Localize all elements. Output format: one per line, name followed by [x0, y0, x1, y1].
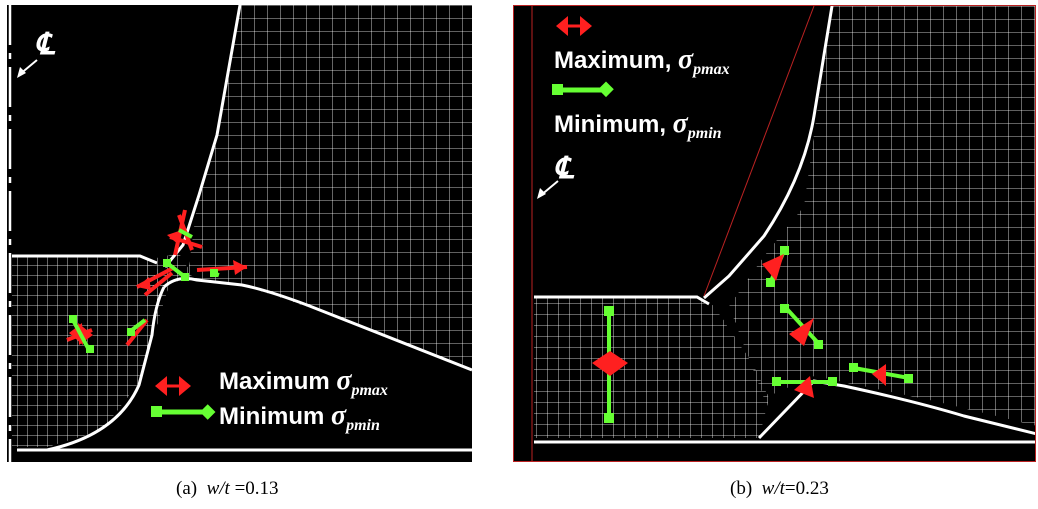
caption-panel-b: (b) w/t=0.23	[730, 478, 829, 500]
legend-min-sigma-b: σ	[672, 108, 688, 139]
caption-b-value: =0.23	[784, 478, 829, 499]
caption-b-ratio: w/t	[761, 478, 785, 499]
legend-max-sigma: σ	[336, 365, 352, 396]
legend-min-subscript: pmin	[346, 417, 380, 434]
base-top-boundary-b	[534, 295, 710, 306]
caption-panel-a: (a) w/t =0.13	[176, 478, 279, 500]
legend-min-label-a: Minimum σpmin	[219, 400, 380, 435]
upper-plate-mesh	[187, 5, 472, 370]
caption-a-label: (a)	[176, 478, 198, 499]
legend-max-label-a: Maximum σpmax	[219, 365, 388, 400]
caption-b-label: (b)	[730, 478, 753, 499]
gap-boundary-b	[757, 379, 1035, 440]
fillet-boundary	[46, 286, 166, 452]
legend-min-label-b: Minimum, σpmin	[554, 108, 722, 143]
caption-a-value: =0.13	[234, 478, 279, 499]
panel-b-mesh-svg	[531, 6, 1035, 461]
gap-boundary	[162, 277, 472, 372]
panel-a-mesh-svg	[8, 5, 472, 462]
base-top-boundary	[12, 254, 158, 265]
base-plate-mesh-b	[534, 298, 769, 438]
legend-min-symbol	[151, 404, 216, 420]
legend-min-word-b: Minimum,	[554, 111, 666, 138]
legend-max-symbol-b	[556, 16, 592, 36]
legend-max-subscript: pmax	[351, 382, 388, 399]
maximum-stress-arrows-b	[592, 254, 886, 398]
upper-boundary-b	[703, 6, 834, 300]
caption-a-ratio: w/t	[206, 478, 230, 499]
legend-max-word: Maximum	[219, 368, 330, 395]
legend-max-subscript-b: pmax	[693, 61, 730, 78]
panel-a-mesh-view: ℄ Maximum σpmax Minimum σpmin	[7, 5, 472, 462]
legend-max-symbol	[155, 376, 191, 396]
panel-b-mesh-view: ℄ Maximum, σpmax Minimum, σpmin	[513, 5, 1036, 462]
legend-min-symbol-b	[552, 81, 614, 98]
legend-min-word: Minimum	[219, 403, 325, 430]
legend-max-sigma-b: σ	[678, 44, 694, 75]
centerline-label-a: ℄	[35, 28, 55, 61]
legend-max-label-b: Maximum, σpmax	[554, 44, 730, 79]
centerline-label-b: ℄	[554, 152, 574, 185]
legend-min-sigma: σ	[331, 400, 347, 431]
upper-plate-mesh-b	[729, 6, 1035, 426]
legend-min-subscript-b: pmin	[687, 125, 722, 142]
legend-max-word-b: Maximum,	[554, 47, 672, 74]
